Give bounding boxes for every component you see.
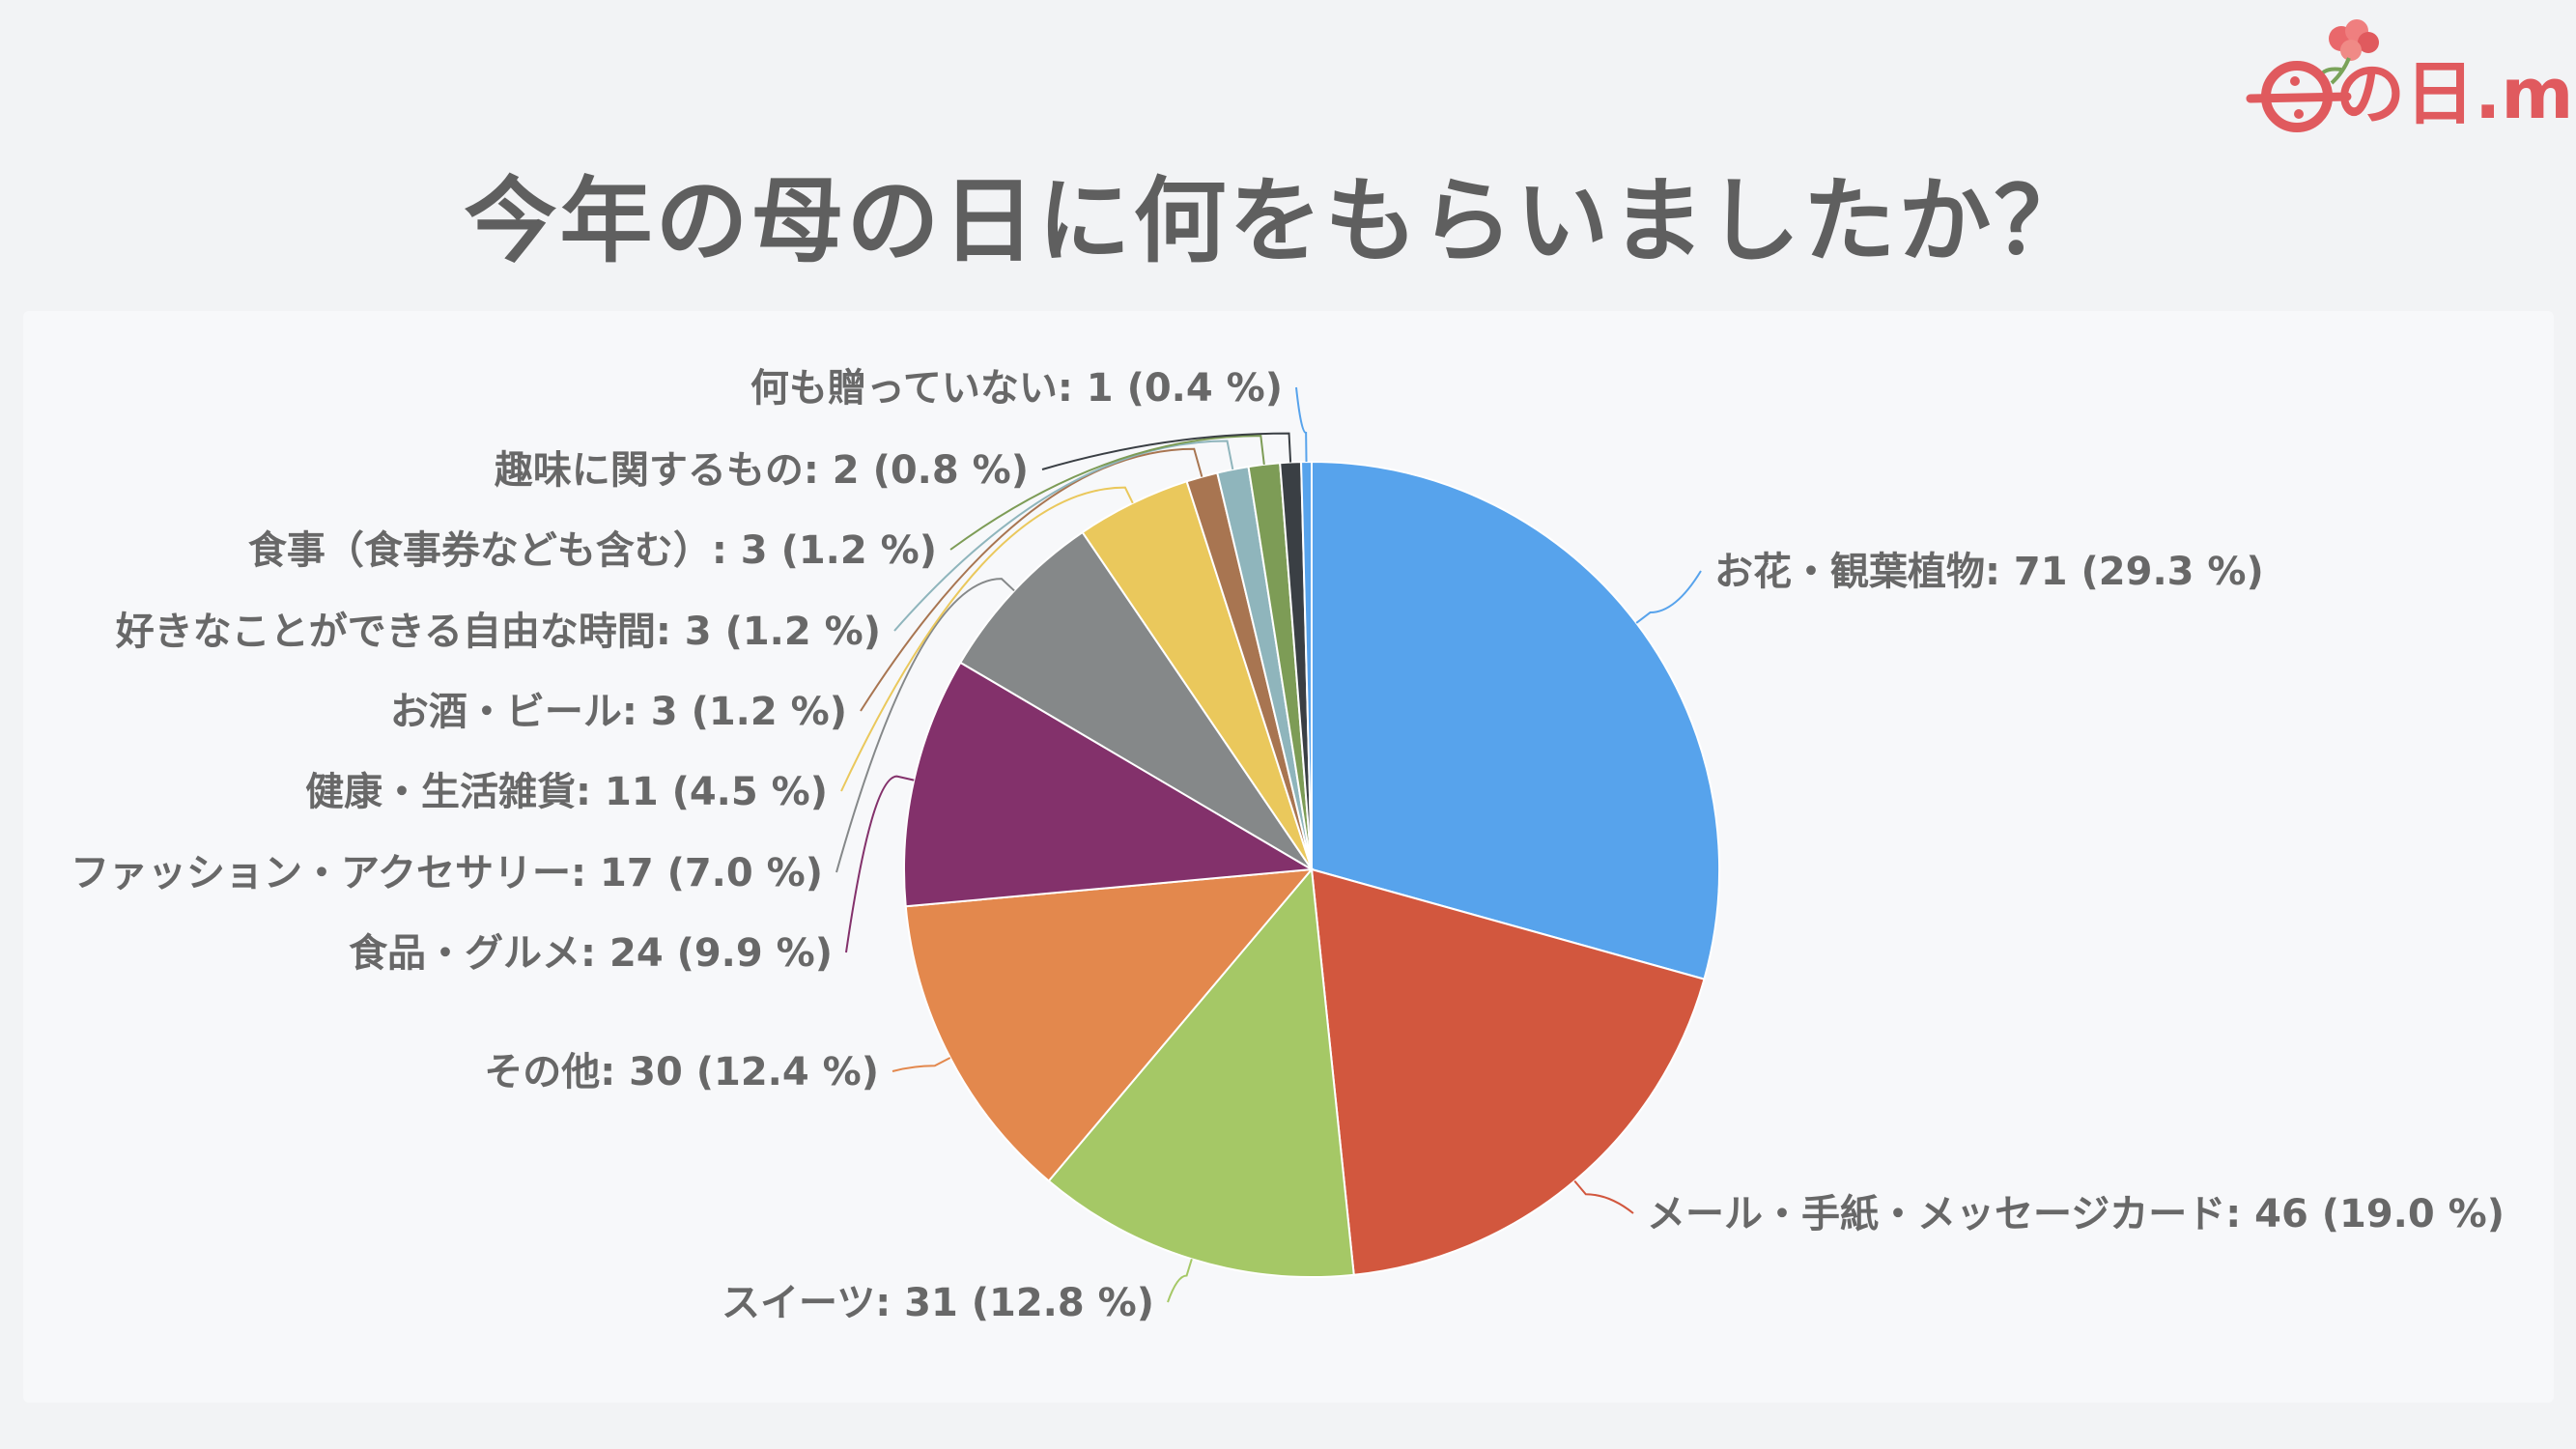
slice-12-leader <box>1295 386 1308 463</box>
slice-6-leader <box>835 578 1015 873</box>
slice-9-label: 好きなことができる自由な時間: 3 (1.2 %) <box>115 610 881 654</box>
slice-1-leader <box>1635 570 1702 624</box>
slice-5-leader <box>845 775 915 953</box>
pie-slices <box>903 460 1720 1278</box>
leader-lines <box>835 386 1702 1303</box>
slice-9-leader <box>893 440 1234 632</box>
slice-3-leader <box>1167 1259 1193 1303</box>
slice-4-label: その他: 30 (12.4 %) <box>484 1050 879 1094</box>
slice-10-leader <box>949 435 1265 551</box>
slice-2-leader <box>1573 1179 1634 1214</box>
slice-6-label: ファッション・アクセサリー: 17 (7.0 %) <box>71 851 823 895</box>
slice-7-label: 健康・生活雑貨: 11 (4.5 %) <box>305 770 828 814</box>
slice-2-label: メール・手紙・メッセージカード: 46 (19.0 %) <box>1647 1192 2505 1236</box>
slice-11-leader <box>1041 432 1292 470</box>
slice-7-leader <box>840 486 1134 792</box>
slice-1-label: お花・観葉植物: 71 (29.3 %) <box>1714 550 2264 594</box>
logo-text: の日.me <box>2335 53 2576 134</box>
slice-6 <box>959 530 1313 870</box>
slice-10-label: 食事（食事券なども含む）: 3 (1.2 %) <box>248 528 937 573</box>
slice-4-leader <box>892 1057 951 1072</box>
slice-8-label: お酒・ビール: 3 (1.2 %) <box>390 690 847 734</box>
slice-12-label: 何も贈っていない: 1 (0.4 %) <box>750 366 1283 411</box>
slice-8-leader <box>860 447 1203 712</box>
chart-title: 今年の母の日に何をもらいましたか？ <box>465 167 2090 275</box>
logo: の日.me <box>2246 19 2576 134</box>
slice-labels: お花・観葉植物: 71 (29.3 %) メール・手紙・メッセージカード: 46 … <box>71 366 2505 1325</box>
logo-mark <box>2246 61 2352 132</box>
slice-11-label: 趣味に関するもの: 2 (0.8 %) <box>495 448 1029 493</box>
slice-3-label: スイーツ: 31 (12.8 %) <box>722 1281 1154 1325</box>
slice-5-label: 食品・グルメ: 24 (9.9 %) <box>349 931 833 976</box>
